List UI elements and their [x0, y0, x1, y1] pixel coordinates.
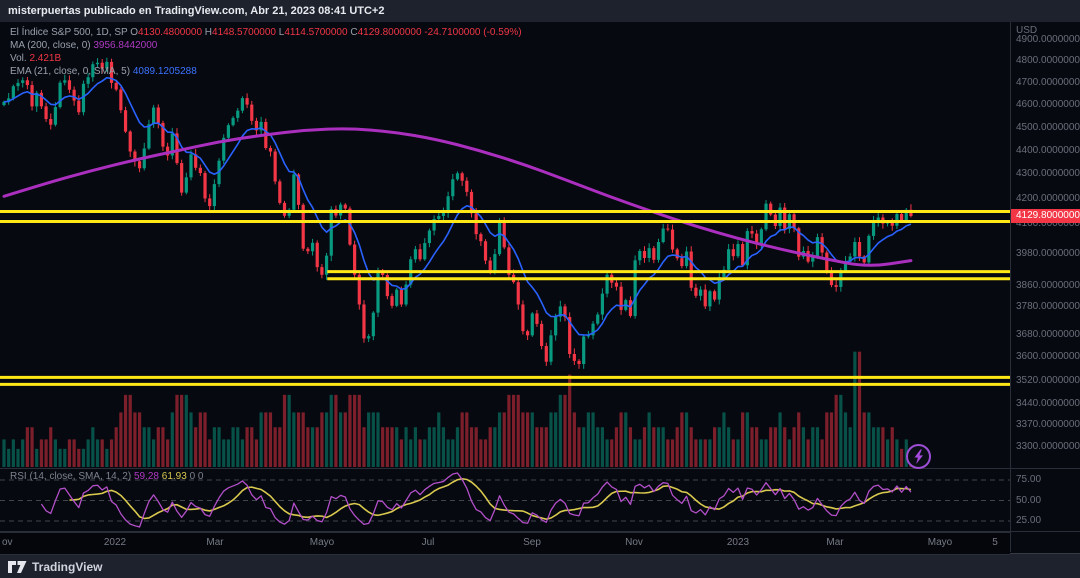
price-tick-label: 4800.0000000 — [1016, 55, 1080, 67]
snapshot-title: misterpuertas publicado en TradingView.c… — [8, 5, 385, 17]
change-value: -24.7100000 (-0.59%) — [424, 27, 522, 38]
rsi-line — [40, 472, 912, 528]
ma200-line — [2, 127, 913, 267]
rsi-title: RSI (14, close, SMA, 14, 2) — [10, 471, 132, 482]
ema-legend-row: EMA (21, close, 0, SMA, 5) 4089.1205288 — [10, 65, 197, 78]
symbol-legend-row: El Índice S&P 500, 1D, SP O4130.4800000 … — [10, 26, 522, 39]
close-label: C — [350, 27, 358, 38]
price-tick-label: 3860.0000000 — [1016, 279, 1080, 291]
price-tick-label: 4400.0000000 — [1016, 144, 1080, 156]
high-label: H — [204, 27, 213, 38]
time-tick-label: Sep — [523, 537, 541, 548]
rsi-pane — [0, 472, 1010, 528]
rsi-ma-value: 61.93 — [161, 471, 187, 482]
candlestick-series — [2, 57, 913, 369]
close-value: 4129.8000000 — [357, 27, 422, 38]
price-tick-label: 3520.0000000 — [1016, 374, 1080, 386]
ma-value: 3956.8442000 — [93, 40, 158, 51]
key-level-lines — [0, 210, 1010, 386]
price-tick-label: 4900.0000000 — [1016, 34, 1080, 45]
time-tick-label: Mar — [826, 537, 844, 548]
time-tick-label: Mar — [206, 537, 224, 548]
last-price-label: 4129.8000000 — [1011, 209, 1080, 224]
rsi-value: 59.28 — [133, 471, 159, 482]
time-tick-label: 5 — [992, 537, 998, 548]
time-tick-label: 2022 — [103, 537, 127, 548]
symbol-title: El Índice S&P 500, 1D, SP — [10, 27, 128, 38]
snapshot-header: misterpuertas publicado en TradingView.c… — [0, 0, 1080, 22]
volume-legend-row: Vol. 2.421B — [10, 52, 61, 65]
time-tick-label: Jul — [421, 537, 435, 548]
rsi-legend-row: RSI (14, close, SMA, 14, 2) 59.28 61.93 … — [10, 470, 203, 483]
price-tick-label: 4600.0000000 — [1016, 99, 1080, 111]
rsi-tick-label: 75.00 — [1016, 474, 1042, 485]
volume-title: Vol. — [10, 53, 27, 64]
low-value: 4114.5700000 — [284, 27, 348, 38]
ema21-line — [3, 76, 912, 336]
tradingview-logo-icon — [8, 560, 27, 573]
volume-series — [2, 351, 913, 467]
tradingview-logo-link[interactable]: TradingView — [0, 560, 102, 574]
price-tick-label: 3980.0000000 — [1016, 248, 1080, 260]
ema-value: 4089.1205288 — [132, 66, 197, 77]
time-tick-label: 2023 — [726, 537, 750, 548]
price-tick-label: 4500.0000000 — [1016, 121, 1080, 133]
ema-title: EMA (21, close, 0, SMA, 5) — [10, 66, 131, 77]
open-value: 4130.4800000 — [138, 27, 203, 38]
tradingview-brand-text: TradingView — [32, 559, 103, 574]
ma-title: MA (200, close, 0) — [10, 40, 91, 51]
low-label: L — [278, 27, 285, 38]
time-axis[interactable]: ov 2022 Mar Mayo Jul Sep Nov 2023 Mar Mayo 5 — [0, 532, 1010, 555]
price-tick-label: 3600.0000000 — [1016, 351, 1080, 363]
currency-label: USD — [1016, 25, 1038, 36]
ma-legend-row: MA (200, close, 0) 3956.8442000 — [10, 39, 157, 52]
price-tick-label: 3370.0000000 — [1016, 419, 1080, 431]
time-tick-label: ov — [2, 537, 13, 548]
high-value: 4148.5700000 — [212, 27, 276, 38]
snapshot-footer: TradingView — [0, 553, 1080, 578]
rsi-extra-1: 0 — [189, 471, 196, 482]
price-tick-label: 3440.0000000 — [1016, 398, 1080, 410]
rsi-tick-label: 25.00 — [1016, 515, 1042, 526]
time-tick-label: Mayo — [309, 537, 335, 548]
volume-value: 2.421B — [29, 53, 62, 64]
price-tick-label: 3780.0000000 — [1016, 301, 1080, 313]
time-tick-label: Nov — [625, 537, 643, 548]
open-label: O — [130, 27, 139, 38]
price-tick-label: 4300.0000000 — [1016, 168, 1080, 180]
price-axis[interactable]: USD 4129.8000000 4900.0000000 4800.000000… — [1011, 22, 1080, 552]
rsi-extra-2: 0 — [197, 471, 204, 482]
price-tick-label: 3300.0000000 — [1016, 441, 1080, 452]
price-tick-label: 3680.0000000 — [1016, 328, 1080, 340]
time-tick-label: Mayo — [927, 537, 953, 548]
rsi-tick-label: 50.00 — [1016, 494, 1042, 506]
rsi-ma-line — [69, 477, 912, 520]
boost-lightning-icon[interactable] — [905, 443, 932, 470]
price-tick-label: 4200.0000000 — [1016, 192, 1080, 204]
price-tick-label: 4700.0000000 — [1016, 76, 1080, 88]
price-pane — [0, 57, 1010, 467]
